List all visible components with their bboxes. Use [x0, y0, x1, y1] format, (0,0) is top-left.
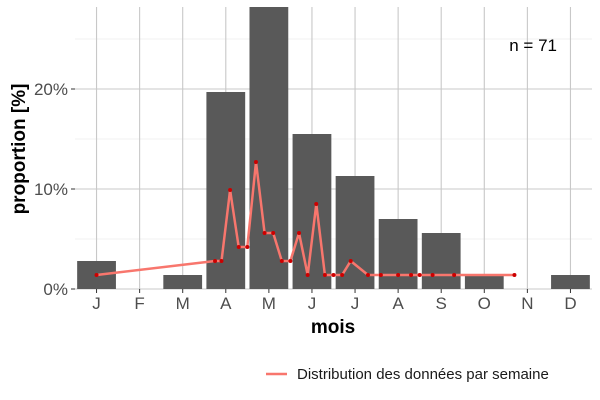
- x-tick-label: S: [436, 294, 447, 313]
- series-point: [348, 259, 353, 263]
- bar: [163, 275, 203, 289]
- series-point: [322, 273, 327, 277]
- series-point: [262, 231, 267, 235]
- bar: [464, 275, 504, 289]
- series-point: [417, 273, 422, 277]
- y-tick-label: 10%: [34, 180, 68, 199]
- series-point: [219, 259, 224, 263]
- x-tick-label: O: [478, 294, 491, 313]
- bar: [378, 219, 418, 289]
- series-point: [213, 259, 218, 263]
- series-point: [305, 273, 310, 277]
- series-point: [236, 245, 241, 249]
- series-point: [378, 273, 383, 277]
- series-point: [297, 231, 302, 235]
- bar: [249, 7, 289, 289]
- series-point: [279, 259, 284, 263]
- series-point: [365, 273, 370, 277]
- series-point: [409, 273, 414, 277]
- legend-label: Distribution des données par semaine: [297, 366, 549, 383]
- series-point: [314, 202, 319, 206]
- sample-size-annotation: n = 71: [509, 36, 557, 55]
- bar: [551, 275, 590, 289]
- series-point: [340, 273, 345, 277]
- bar: [335, 176, 375, 289]
- bar: [206, 92, 246, 289]
- x-tick-label: N: [521, 294, 533, 313]
- series-point: [228, 188, 233, 192]
- y-tick-label: 20%: [34, 80, 68, 99]
- y-axis-ticks: 0% 10% 20%: [34, 80, 75, 299]
- series-point: [452, 273, 457, 277]
- series-point: [512, 273, 517, 277]
- bar: [292, 134, 332, 289]
- y-tick-label: 0%: [43, 280, 68, 299]
- series-point: [430, 273, 435, 277]
- x-tick-label: D: [564, 294, 576, 313]
- series-point: [245, 245, 250, 249]
- x-tick-label: M: [176, 294, 190, 313]
- y-axis-title: proportion [%]: [9, 84, 30, 215]
- x-tick-label: J: [92, 294, 101, 313]
- x-tick-label: J: [351, 294, 360, 313]
- x-tick-label: A: [392, 294, 404, 313]
- series-point: [288, 259, 293, 263]
- bar: [421, 233, 461, 289]
- series-point: [94, 273, 99, 277]
- x-axis-title: mois: [311, 317, 355, 338]
- series-point: [253, 160, 258, 164]
- legend: Distribution des données par semaine: [266, 366, 549, 383]
- x-tick-label: A: [220, 294, 232, 313]
- series-point: [331, 273, 336, 277]
- line-series: [94, 160, 517, 277]
- x-tick-label: F: [134, 294, 144, 313]
- x-tick-label: M: [262, 294, 276, 313]
- series-point: [271, 231, 276, 235]
- bars: [77, 7, 590, 289]
- x-tick-label: J: [308, 294, 317, 313]
- series-point: [396, 273, 401, 277]
